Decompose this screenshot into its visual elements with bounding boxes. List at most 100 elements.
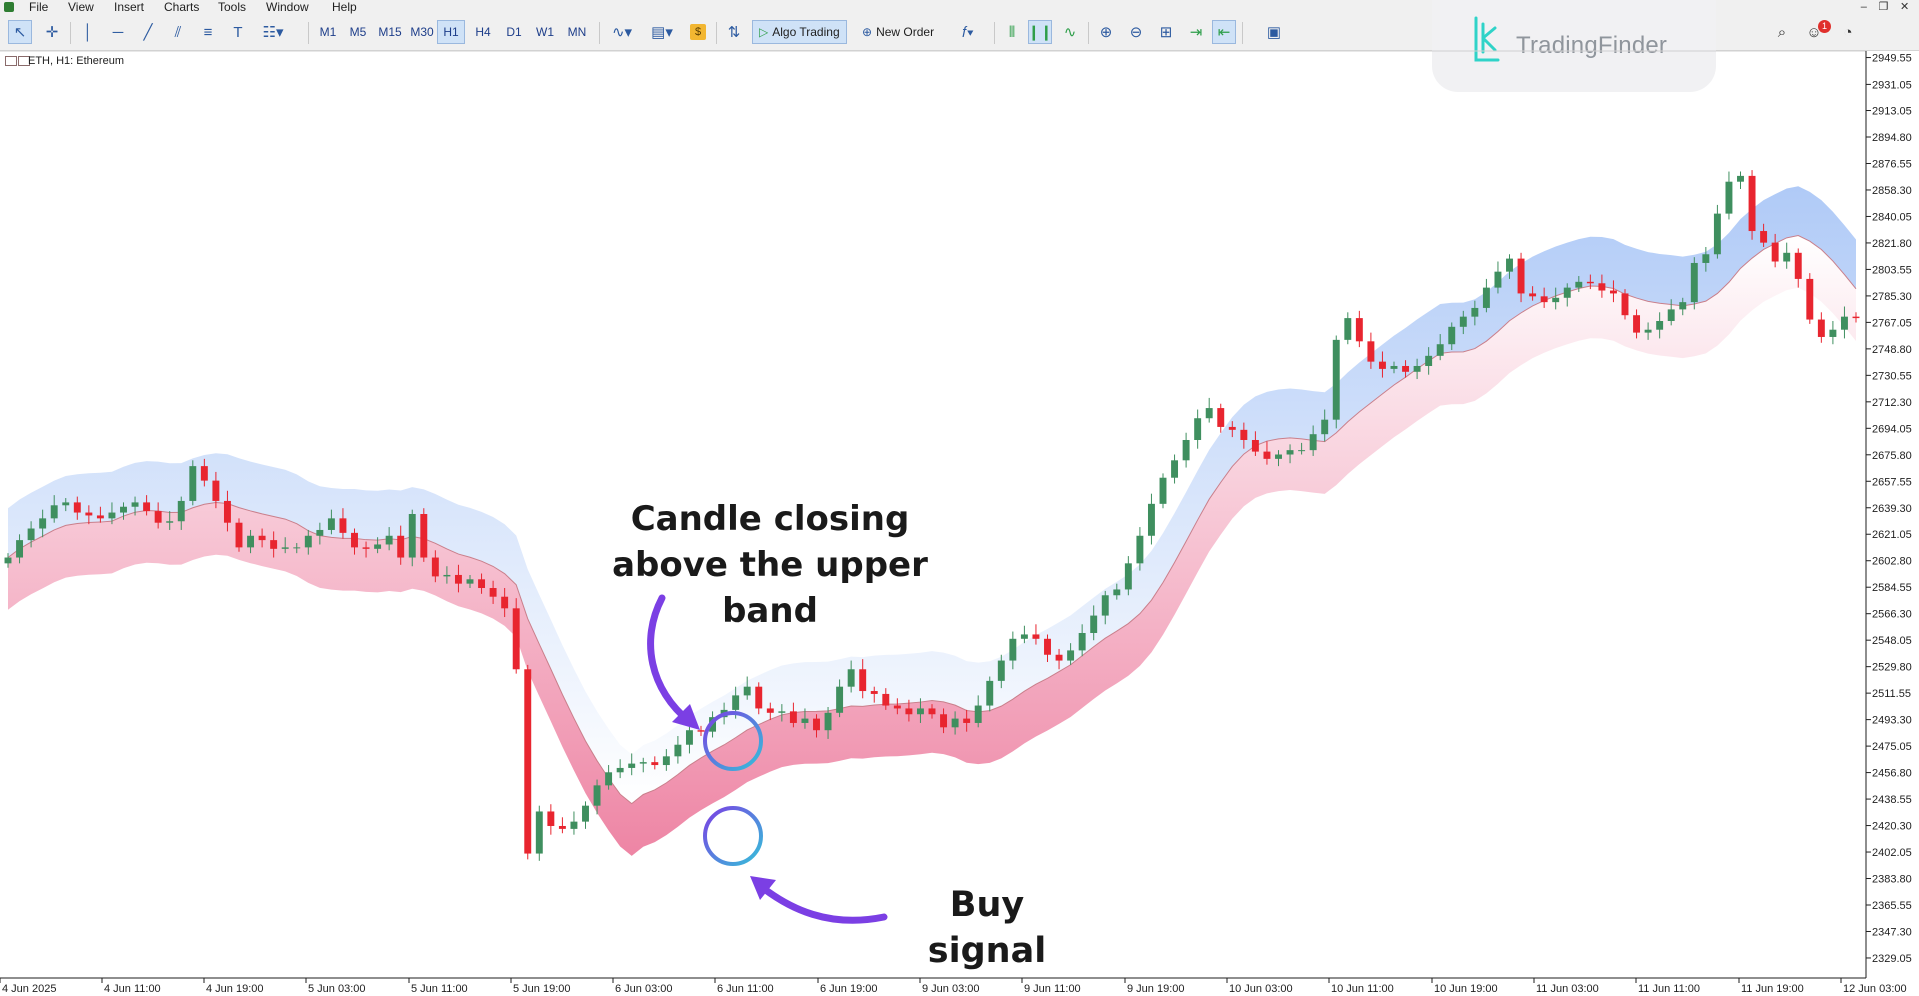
candle-body	[385, 535, 393, 545]
vertical-line-icon[interactable]: │	[83, 23, 93, 41]
price-tick-label: 2730.55	[1872, 370, 1912, 382]
minimize-icon[interactable]: –	[1860, 1, 1867, 13]
candle-body	[1690, 262, 1698, 303]
timeframe-h1[interactable]: H1	[437, 20, 465, 44]
timeframe-m15[interactable]: M15	[378, 25, 402, 39]
time-tick-label: 5 Jun 19:00	[513, 983, 571, 995]
menu-help[interactable]: Help	[332, 0, 357, 14]
time-tick-label: 9 Jun 11:00	[1024, 983, 1081, 995]
menu-charts[interactable]: Charts	[164, 0, 200, 14]
chart-window-icon	[5, 56, 17, 66]
timeframe-d1[interactable]: D1	[506, 25, 522, 39]
crosshair-icon[interactable]: ✛	[45, 24, 59, 41]
price-tick-label: 2712.30	[1872, 397, 1912, 409]
restore-icon[interactable]: ❐	[1878, 1, 1889, 13]
candle-body	[1794, 252, 1802, 279]
candle-body	[628, 763, 636, 768]
timeframe-mn[interactable]: MN	[567, 25, 587, 39]
candle-body	[755, 686, 763, 709]
candle-body	[651, 762, 659, 766]
trendline-icon[interactable]: ╱	[143, 24, 153, 41]
price-tick-label: 2602.80	[1872, 556, 1912, 568]
candle-body	[327, 518, 335, 530]
price-tick-label: 2821.80	[1872, 238, 1912, 250]
menu-tools[interactable]: Tools	[218, 0, 247, 14]
timeframe-w1[interactable]: W1	[536, 25, 554, 39]
line-chart-icon[interactable]: ∿	[1063, 24, 1077, 41]
candle-body	[1586, 281, 1594, 284]
chart-shift-icon[interactable]: ⇤	[1212, 20, 1236, 44]
chart-type-icon[interactable]: ∿▾	[611, 24, 633, 41]
zoom-in-icon[interactable]: ⊕	[1099, 24, 1113, 41]
horizontal-line-icon[interactable]: ─	[112, 23, 124, 41]
candle-body	[1205, 408, 1213, 419]
candle-body	[1679, 302, 1687, 310]
candle-body	[16, 540, 24, 558]
candle-close-annotation-line2: above the upper band	[612, 545, 928, 631]
new-order-button[interactable]: ⊕ New Order	[856, 20, 940, 44]
close-icon[interactable]: ✕	[1899, 1, 1910, 13]
chart-symbol-icon	[18, 56, 30, 66]
templates-icon[interactable]: ▤▾	[651, 24, 673, 41]
candle-body	[1656, 321, 1664, 330]
signals-icon[interactable]: ⇅	[727, 24, 741, 41]
candle-body	[247, 535, 255, 548]
text-tool-icon[interactable]: T	[233, 23, 243, 41]
price-tick-label: 2529.80	[1872, 662, 1912, 674]
candle-body	[154, 511, 162, 523]
candle-body	[1494, 271, 1502, 288]
timeframe-m30[interactable]: M30	[410, 25, 434, 39]
timeframe-m1[interactable]: M1	[319, 25, 337, 39]
price-tick-label: 2785.30	[1872, 291, 1912, 303]
price-tick-label: 2383.80	[1872, 874, 1912, 886]
shapes-icon[interactable]: ☷▾	[262, 24, 284, 41]
candle-body	[143, 502, 151, 512]
candle-body	[96, 515, 104, 519]
candle-body	[1275, 454, 1282, 459]
candle-body	[1840, 316, 1848, 330]
candle-body	[177, 500, 185, 522]
candle-body	[235, 522, 243, 548]
dollar-icon[interactable]: $	[686, 20, 710, 44]
candle-body	[732, 695, 740, 710]
fibonacci-icon[interactable]: ≡	[203, 23, 213, 41]
candle-body	[1321, 419, 1329, 435]
algo-trading-button[interactable]: ▷ Algo Trading	[752, 20, 847, 44]
candle-body	[789, 711, 797, 723]
autoscroll-icon[interactable]: ⇥	[1189, 24, 1203, 41]
zoom-out-icon[interactable]: ⊖	[1129, 24, 1143, 41]
candle-body	[1760, 231, 1768, 243]
price-tick-label: 2913.05	[1872, 106, 1912, 118]
price-tick-label: 2511.55	[1872, 688, 1911, 700]
time-tick-label: 11 Jun 11:00	[1638, 983, 1700, 995]
channel-icon[interactable]: ⫽	[174, 23, 182, 41]
menu-view[interactable]: View	[68, 0, 94, 14]
cursor-icon[interactable]: ↖	[8, 20, 32, 44]
timeframe-h4[interactable]: H4	[475, 25, 491, 39]
candle-body	[73, 502, 81, 513]
price-tick-label: 2456.80	[1872, 768, 1912, 780]
candle-body	[1459, 316, 1467, 327]
time-tick-label: 4 Jun 2025	[2, 983, 56, 995]
candlestick-icon[interactable]: ❙❙	[1027, 20, 1053, 44]
menu-insert[interactable]: Insert	[114, 0, 145, 14]
price-tick-label: 2840.05	[1872, 211, 1912, 223]
grid-icon[interactable]: ⊞	[1159, 24, 1173, 41]
candle-body	[1240, 429, 1248, 440]
screenshot-icon[interactable]: ▣	[1266, 24, 1282, 41]
toolbar-separator	[1088, 22, 1089, 44]
candle-body	[1506, 258, 1513, 272]
timeframe-m5[interactable]: M5	[349, 25, 367, 39]
menu-file[interactable]: File	[29, 0, 49, 14]
search-icon[interactable]: ⌕	[1777, 23, 1787, 41]
menu-window[interactable]: Window	[266, 0, 309, 14]
notifications-icon[interactable]: ☺	[1806, 23, 1822, 41]
candle-body	[616, 767, 624, 773]
candle-body	[1471, 307, 1479, 317]
candle-body	[1182, 439, 1190, 461]
candle-body	[1425, 355, 1433, 366]
indicators-icon[interactable]: 𝑓▾	[962, 23, 974, 41]
user-icon[interactable]: ◔	[1843, 23, 1853, 41]
bar-chart-icon[interactable]: ⫴	[1008, 23, 1016, 41]
